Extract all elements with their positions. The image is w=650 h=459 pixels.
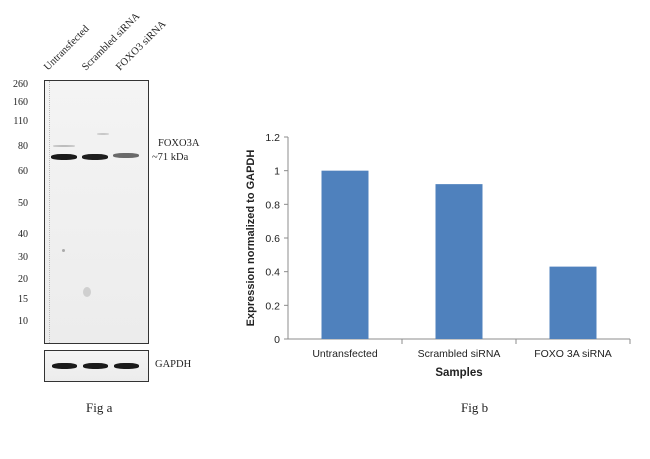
y-tick-label: 1.2 (265, 132, 280, 144)
mw-marker-30: 30 (18, 252, 28, 263)
western-blot-panel: Untransfected Scrambled siRNA FOXO3 siRN… (0, 0, 230, 459)
bar-chart: 0 0.2 0.4 0.6 0.8 1 1.2 Untransfected Scrambled … (245, 132, 631, 379)
faint-band-1 (53, 145, 75, 147)
mw-marker-10: 10 (18, 316, 28, 327)
target-label: FOXO3A (158, 138, 200, 149)
y-tick-label: 0.4 (265, 267, 280, 279)
gapdh-band-foxo3-sirna (114, 363, 139, 369)
main-blot (44, 80, 149, 344)
x-tick-label: Untransfected (312, 348, 378, 360)
x-axis-title: Samples (435, 367, 482, 379)
bar-scrambled-sirna (435, 184, 483, 339)
y-tick-label: 0.6 (265, 233, 280, 245)
faint-band-2 (97, 133, 109, 135)
y-tick-label: 0.8 (265, 199, 280, 211)
gapdh-label: GAPDH (155, 359, 192, 370)
size-label: ~71 kDa (152, 152, 189, 163)
blot-artifact-spot (83, 287, 91, 297)
foxo3a-band-untransfected (51, 154, 77, 160)
fig-a-caption: Fig a (86, 400, 113, 415)
ladder-marks (45, 81, 50, 343)
mw-marker-110: 110 (13, 116, 28, 127)
gapdh-blot (44, 350, 149, 382)
x-tick-label: FOXO 3A siRNA (534, 348, 612, 360)
x-tick-label: Scrambled siRNA (418, 348, 501, 360)
mw-marker-80: 80 (18, 141, 28, 152)
blot-artifact-dot (62, 249, 65, 252)
mw-marker-50: 50 (18, 198, 28, 209)
y-axis-title: Expression normalized to GAPDH (245, 150, 257, 327)
bar-foxo-3a-sirna (549, 266, 597, 339)
foxo3a-band-scrambled (82, 154, 108, 160)
fig-b-caption: Fig b (461, 400, 489, 415)
foxo3a-band-foxo3-sirna (113, 153, 139, 158)
y-tick-label: 0 (274, 334, 280, 346)
mw-marker-40: 40 (18, 229, 28, 240)
mw-marker-60: 60 (18, 166, 28, 177)
y-tick-label: 0.2 (265, 300, 280, 312)
mw-marker-160: 160 (13, 97, 28, 108)
gapdh-band-scrambled (83, 363, 108, 369)
mw-marker-15: 15 (18, 294, 28, 305)
gapdh-band-untransfected (52, 363, 77, 369)
mw-marker-20: 20 (18, 274, 28, 285)
mw-marker-260: 260 (13, 79, 28, 90)
y-tick-label: 1 (274, 166, 280, 178)
bar-untransfected (321, 170, 369, 339)
lane-label-scrambled-sirna: Scrambled siRNA (80, 10, 143, 73)
